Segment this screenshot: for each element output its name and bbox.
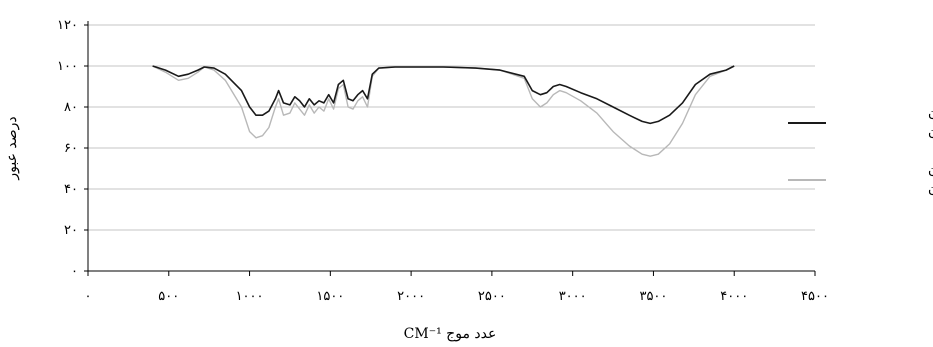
series-lines: [152, 65, 735, 157]
y-tick-label-0: ۰: [71, 264, 78, 279]
x-tick-label-8: ۴۰۰۰: [720, 289, 748, 304]
legend: پراکسید هیدروژن بعد از خشک شدن پراکسید هید…: [788, 106, 933, 197]
series-line-1: [152, 65, 735, 157]
x-tick-label-1: ۵۰۰: [158, 289, 179, 304]
y-tick-label-5: ۱۰۰: [57, 59, 78, 74]
y-axis-label: درصد عبور: [4, 116, 20, 180]
y-tick-label-3: ۶۰: [64, 141, 78, 156]
y-tick-label-2: ۴۰: [64, 182, 78, 197]
y-tick-label-6: ۱۲۰: [57, 18, 78, 33]
x-axis-label: عدد موج CM⁻¹: [404, 326, 497, 342]
legend-label-0-line-1: بعد از خشک شدن: [928, 125, 933, 140]
x-tick-label-4: ۲۰۰۰: [397, 289, 425, 304]
x-tick-label-0: ۰: [85, 289, 92, 304]
gridlines: [88, 24, 815, 231]
y-tick-label-4: ۸۰: [64, 100, 78, 115]
legend-label-0-line-0: پراکسید هیدروژن: [928, 106, 933, 121]
legend-label-1-line-0: پراکسید هیدروژن: [928, 163, 933, 178]
y-tick-label-1: ۲۰: [64, 223, 78, 238]
x-tick-label-6: ۳۰۰۰: [559, 289, 587, 304]
legend-label-1-line-1: قبل از خشک شدن: [928, 182, 933, 197]
series-line-0: [152, 65, 735, 125]
x-tick-label-2: ۱۰۰۰: [236, 289, 264, 304]
x-tick-label-5: ۲۵۰۰: [478, 289, 506, 304]
x-tick-label-9: ۴۵۰۰: [801, 289, 829, 304]
axes: ۰ ۲۰ ۴۰ ۶۰ ۸۰ ۱۰۰ ۱۲۰ ۰ ۵۰۰ ۱۰۰۰ ۱۵۰۰ ۲۰۰۰ ۲۵۰۰ ۳۰۰۰ ۳…: [57, 18, 829, 304]
x-tick-label-7: ۳۵۰۰: [639, 289, 667, 304]
x-tick-label-3: ۱۵۰۰: [316, 289, 344, 304]
